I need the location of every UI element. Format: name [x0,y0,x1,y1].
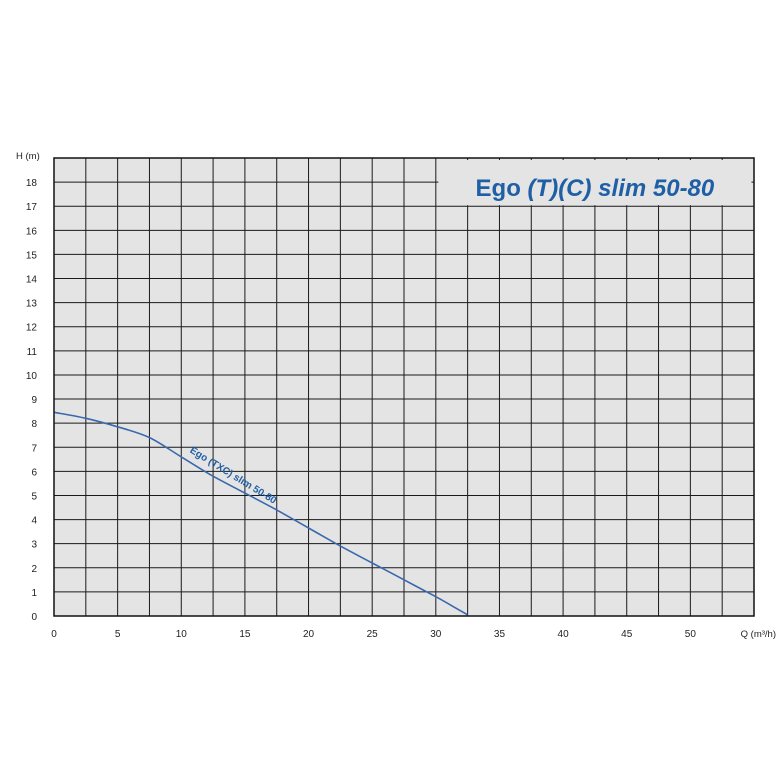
x-tick-label: 50 [685,629,697,640]
x-tick-label: 10 [176,629,188,640]
y-tick-label: 3 [31,540,37,551]
y-tick-label: 10 [26,371,38,382]
y-tick-label: 13 [26,299,38,310]
x-tick-label: 15 [239,629,251,640]
y-tick-label: 15 [26,250,38,261]
series-line [53,411,468,616]
x-tick-label: 30 [430,629,442,640]
y-tick-label: 12 [26,323,38,334]
x-tick-labels: 0 5 10 15 20 25 30 35 40 45 50 [51,629,696,640]
chart-title-main: Ego [476,175,528,202]
x-axis-label: Q (m³/h) [741,629,776,640]
x-tick-label: 40 [558,629,570,640]
y-tick-label: 0 [31,612,37,623]
title-box [438,160,752,206]
y-tick-label: 11 [27,347,38,358]
chart-title: Ego (T)(C) slim 50-80 [476,175,715,202]
x-tick-label: 0 [51,629,57,640]
x-tick-label: 35 [494,629,506,640]
grid [54,158,754,616]
y-tick-label: 18 [26,178,38,189]
plot-border [53,157,755,617]
y-tick-label: 8 [31,419,37,430]
x-tick-label: 5 [115,629,121,640]
x-tick-label: 45 [621,629,633,640]
y-axis-label: H (m) [16,151,40,162]
chart-title-italic: (T)(C) slim 50-80 [528,175,715,202]
y-tick-label: 9 [31,395,37,406]
x-tick-label: 20 [303,629,315,640]
y-tick-label: 6 [31,467,37,478]
y-tick-label: 7 [31,443,37,454]
y-tick-label: 4 [31,516,37,527]
y-tick-label: 16 [26,226,38,237]
y-tick-label: 1 [31,588,37,599]
x-tick-label: 25 [367,629,379,640]
y-tick-label: 17 [26,202,38,213]
y-tick-label: 14 [26,275,38,286]
y-tick-label: 5 [31,491,37,502]
y-tick-label: 2 [31,564,37,575]
